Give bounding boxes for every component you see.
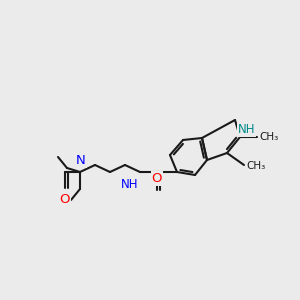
Text: NH: NH xyxy=(238,123,256,136)
Text: O: O xyxy=(60,193,70,206)
Text: O: O xyxy=(152,172,162,185)
Text: N: N xyxy=(76,154,86,167)
Text: CH₃: CH₃ xyxy=(259,132,278,142)
Text: NH: NH xyxy=(121,178,138,191)
Text: CH₃: CH₃ xyxy=(246,161,265,171)
